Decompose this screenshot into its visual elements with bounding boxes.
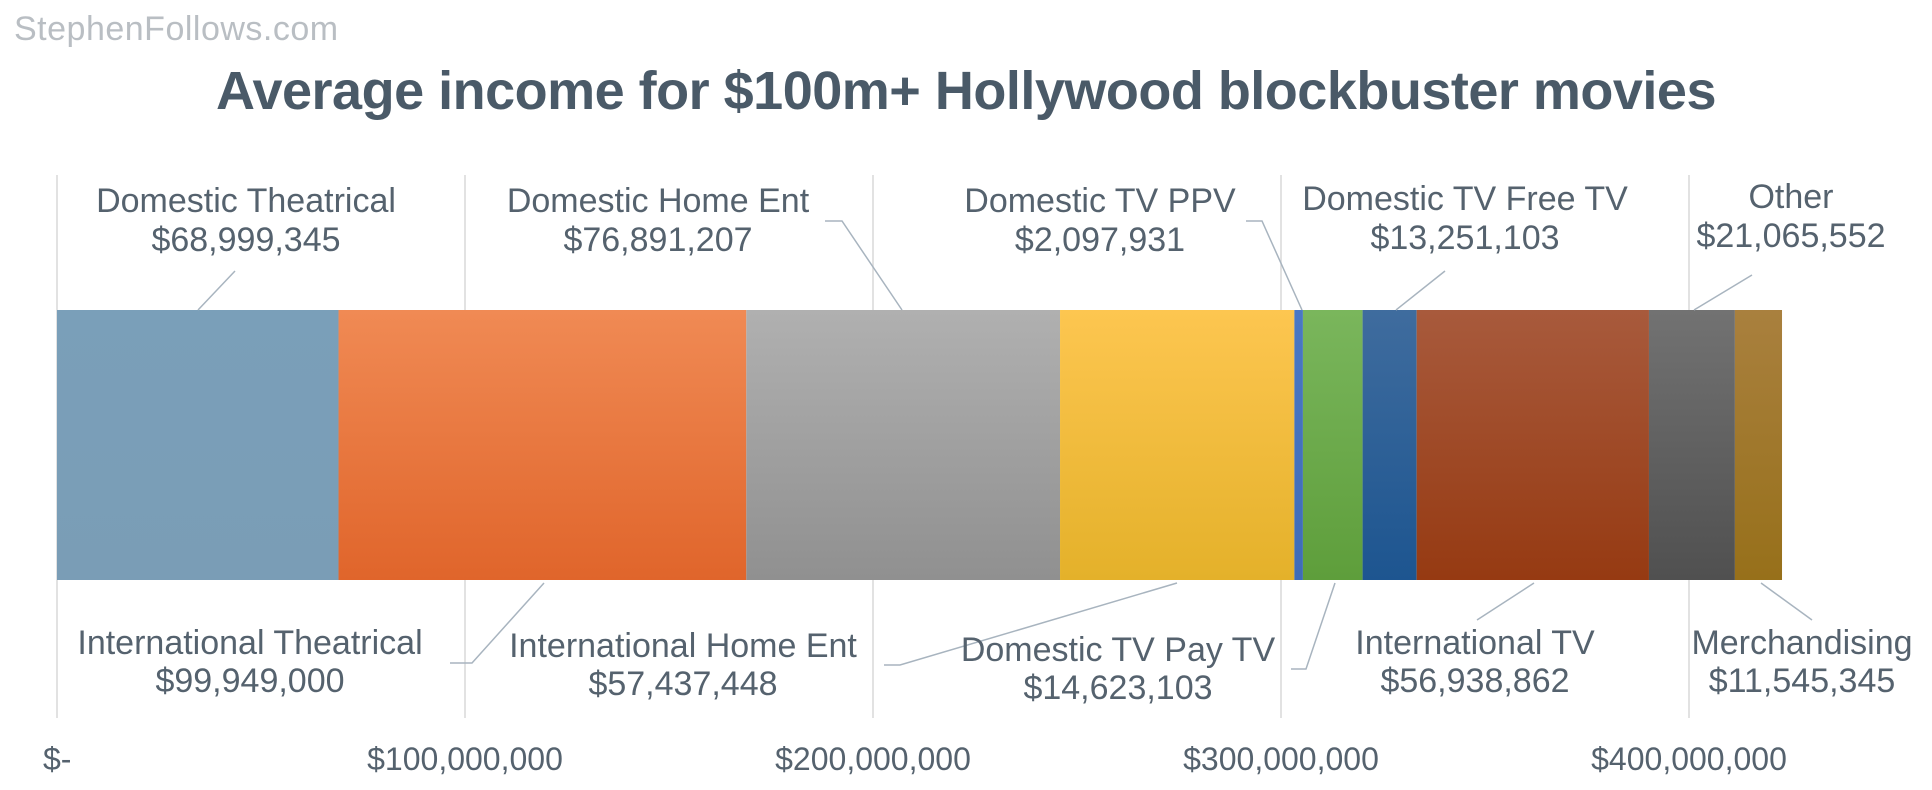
bar-segments: [57, 310, 1783, 580]
leader-domestic-theatrical: [197, 270, 236, 311]
label-name-domestic-tv-ppv: Domestic TV PPV: [964, 182, 1236, 220]
watermark: StephenFollows.com: [14, 10, 339, 48]
bar-international-theatrical: [338, 310, 747, 580]
label-value-merchandising: $11,545,345: [1709, 662, 1896, 700]
chart-title: Average income for $100m+ Hollywood bloc…: [215, 61, 1717, 121]
label-value-international-home-ent: $57,437,448: [588, 665, 777, 703]
label-name-domestic-home-ent: Domestic Home Ent: [507, 182, 810, 220]
leader-domestic-tv-ppv: [1246, 220, 1303, 311]
x-tick-label-2: $200,000,000: [775, 741, 971, 777]
label-name-domestic-theatrical: Domestic Theatrical: [96, 182, 396, 220]
label-value-domestic-tv-ppv: $2,097,931: [1015, 221, 1185, 259]
label-value-domestic-home-ent: $76,891,207: [563, 221, 752, 259]
leader-international-tv: [1476, 582, 1535, 621]
label-value-domestic-theatrical: $68,999,345: [151, 221, 340, 259]
label-name-merchandising: Merchandising: [1691, 624, 1912, 662]
x-tick-label-4: $400,000,000: [1591, 741, 1787, 777]
bar-domestic-theatrical: [57, 310, 339, 580]
label-name-international-home-ent: International Home Ent: [509, 627, 857, 665]
leader-domestic-tv-pay-tv: [1291, 582, 1336, 670]
label-value-domestic-tv-pay-tv: $14,623,103: [1023, 669, 1212, 707]
label-value-international-tv: $56,938,862: [1380, 662, 1569, 700]
leader-international-theatrical: [450, 582, 545, 664]
x-tick-label-1: $100,000,000: [367, 741, 563, 777]
leader-merchandising: [1760, 582, 1813, 621]
x-axis-ticks: $- $100,000,000 $200,000,000 $300,000,000 $4…: [43, 741, 1787, 777]
bar-merchandising: [1734, 310, 1783, 580]
x-tick-label-3: $300,000,000: [1183, 741, 1379, 777]
label-name-domestic-tv-pay-tv: Domestic TV Pay TV: [961, 631, 1276, 669]
leader-domestic-tv-free-tv: [1395, 270, 1446, 311]
label-value-domestic-tv-free-tv: $13,251,103: [1370, 219, 1559, 257]
leader-international-home-ent: [884, 582, 1178, 666]
x-tick-label-0: $-: [43, 741, 71, 777]
bar-domestic-tv-free-tv: [1362, 310, 1417, 580]
bar-international-home-ent: [1060, 310, 1295, 580]
bar-international-tv: [1416, 310, 1649, 580]
bar-domestic-home-ent: [746, 310, 1061, 580]
label-name-other: Other: [1748, 178, 1833, 216]
label-value-international-theatrical: $99,949,000: [155, 662, 344, 700]
bar-domestic-tv-pay-tv: [1302, 310, 1363, 580]
leader-other: [1693, 274, 1753, 311]
bar-domestic-tv-ppv: [1294, 310, 1303, 580]
leader-lines: [197, 220, 1813, 670]
leader-domestic-home-ent: [825, 220, 903, 311]
label-name-domestic-tv-free-tv: Domestic TV Free TV: [1302, 180, 1628, 218]
bar-other: [1648, 310, 1735, 580]
label-value-other: $21,065,552: [1696, 217, 1885, 255]
label-name-international-theatrical: International Theatrical: [77, 624, 422, 662]
label-name-international-tv: International TV: [1355, 624, 1595, 662]
segment-labels: Domestic Theatrical$68,999,345 Internatio…: [77, 178, 1912, 707]
